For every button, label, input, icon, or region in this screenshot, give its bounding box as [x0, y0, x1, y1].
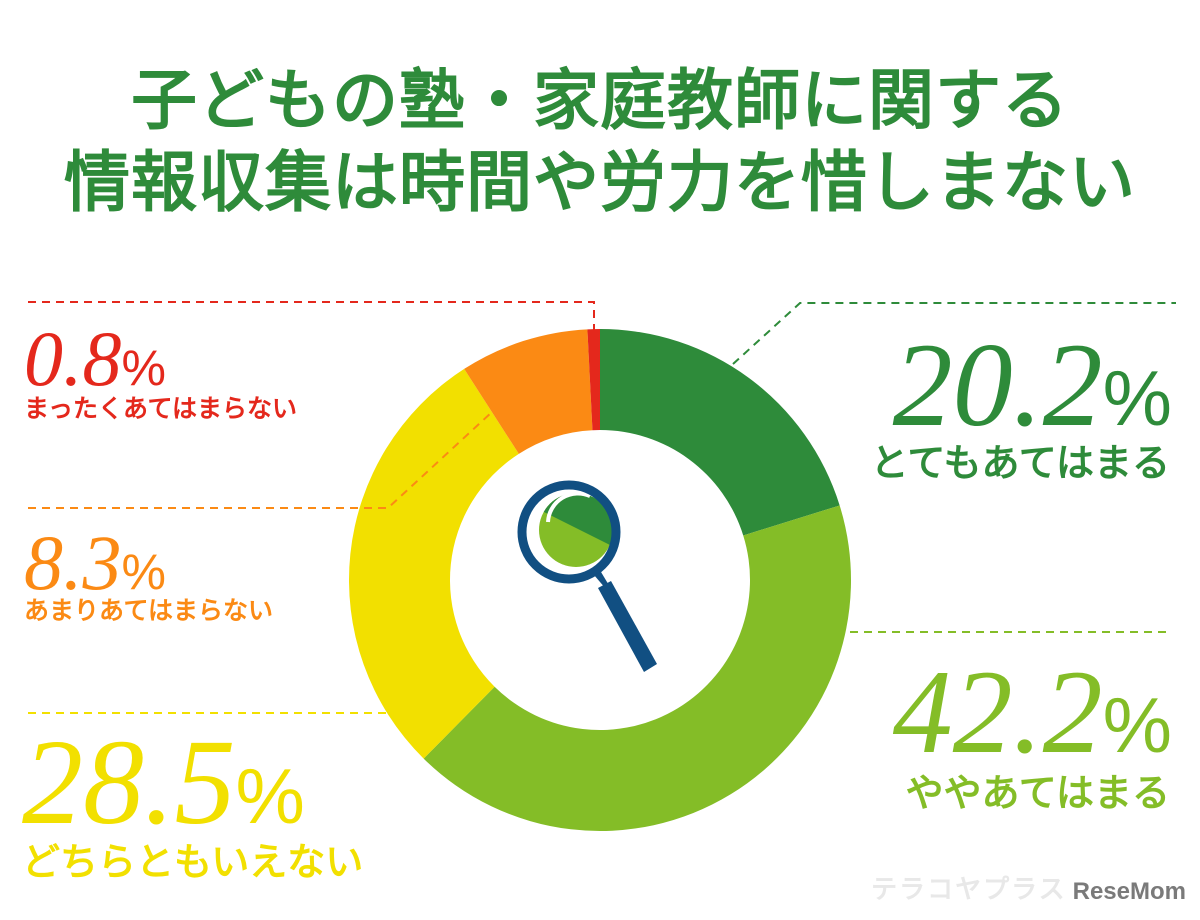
value-somewhat-disagree: 8.3% [24, 519, 166, 606]
watermark-partner: テラコヤプラス [871, 875, 1067, 905]
leader-lines [28, 301, 1176, 714]
leader-line-strongly-agree [732, 302, 1176, 365]
donut-slice [423, 505, 851, 832]
donut-slice [587, 329, 600, 431]
value-strongly-agree: 20.2% [892, 318, 1172, 451]
watermark: テラコヤプラス ReseMom [871, 869, 1186, 906]
watermark-brand-logo: ReseMom [1072, 878, 1186, 905]
value-strongly-disagree: 0.8% [24, 315, 166, 402]
chart-title-line-1: 子どもの塾・家庭教師に関する [131, 62, 1069, 139]
label-somewhat-agree: ややあてはまる [905, 771, 1170, 815]
label-neutral: どちらともいえない [22, 840, 364, 884]
donut-slices [348, 329, 851, 832]
donut-slice [348, 368, 519, 759]
label-somewhat-disagree: あまりあてはまらない [24, 596, 274, 625]
value-somewhat-agree: 42.2% [892, 645, 1172, 778]
donut-slice [600, 329, 840, 536]
chart-title-line-2: 情報収集は時間や労力を惜しまない [64, 144, 1136, 221]
label-strongly-disagree: まったくあてはまらない [24, 394, 298, 423]
magnifying-glass-icon [517, 480, 657, 672]
label-strongly-agree: とてもあてはまる [870, 441, 1170, 485]
leader-line-strongly-disagree [28, 301, 595, 330]
donut-slice [464, 329, 593, 454]
value-neutral: 28.5% [22, 715, 305, 850]
leader-line-somewhat-disagree [28, 399, 506, 509]
